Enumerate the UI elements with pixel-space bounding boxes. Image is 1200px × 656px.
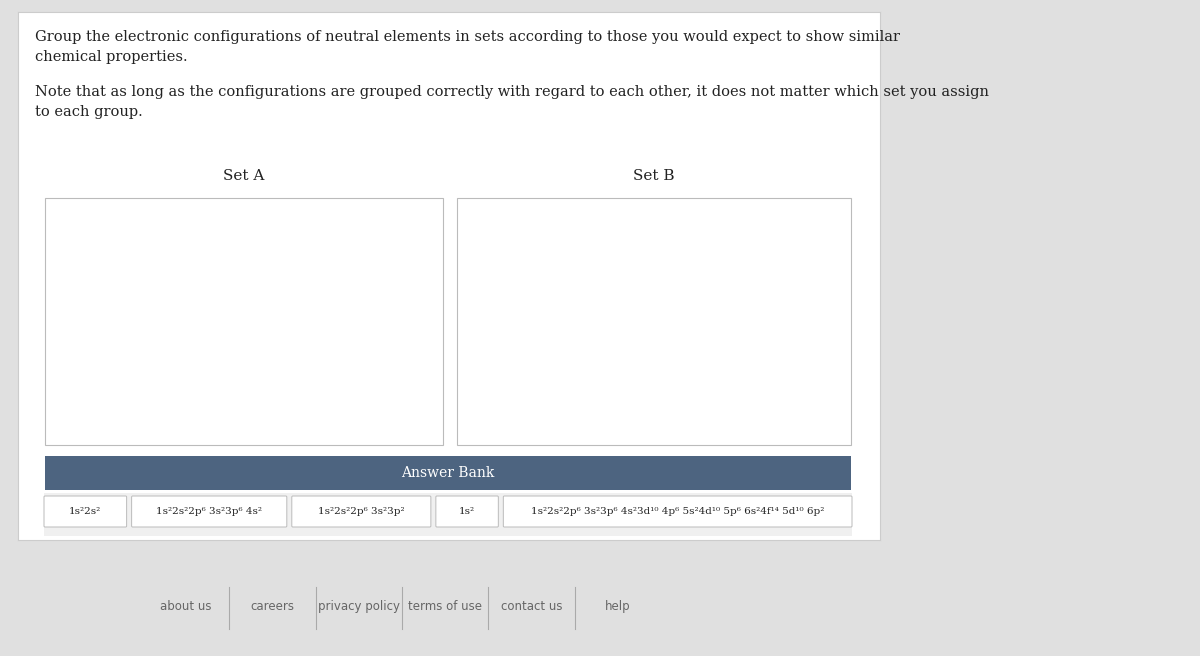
Text: 1s²2s²2p⁶ 3s²3p⁶ 4s²3d¹⁰ 4p⁶ 5s²4d¹⁰ 5p⁶ 6s²4f¹⁴ 5d¹⁰ 6p²: 1s²2s²2p⁶ 3s²3p⁶ 4s²3d¹⁰ 4p⁶ 5s²4d¹⁰ 5p⁶… xyxy=(530,507,824,516)
Bar xyxy=(457,198,851,445)
FancyBboxPatch shape xyxy=(132,496,287,527)
Text: careers: careers xyxy=(251,600,294,613)
Bar xyxy=(46,198,443,445)
Text: to each group.: to each group. xyxy=(35,105,143,119)
Text: Set B: Set B xyxy=(634,169,674,183)
FancyBboxPatch shape xyxy=(436,496,498,527)
Text: Group the electronic configurations of neutral elements in sets according to tho: Group the electronic configurations of n… xyxy=(35,30,900,44)
Text: help: help xyxy=(605,600,631,613)
Bar xyxy=(46,456,851,490)
Text: 1s²: 1s² xyxy=(460,507,475,516)
Text: contact us: contact us xyxy=(500,600,563,613)
Text: 1s²2s²2p⁶ 3s²3p²: 1s²2s²2p⁶ 3s²3p² xyxy=(318,507,404,516)
FancyBboxPatch shape xyxy=(292,496,431,527)
FancyBboxPatch shape xyxy=(503,496,852,527)
Text: terms of use: terms of use xyxy=(408,600,482,613)
Text: 1s²2s²: 1s²2s² xyxy=(70,507,102,516)
Text: Set A: Set A xyxy=(223,169,265,183)
Text: chemical properties.: chemical properties. xyxy=(35,50,187,64)
Text: Note that as long as the configurations are grouped correctly with regard to eac: Note that as long as the configurations … xyxy=(35,85,989,99)
Text: Answer Bank: Answer Bank xyxy=(401,466,494,480)
Text: 1s²2s²2p⁶ 3s²3p⁶ 4s²: 1s²2s²2p⁶ 3s²3p⁶ 4s² xyxy=(156,507,263,516)
Text: about us: about us xyxy=(161,600,211,613)
Bar xyxy=(44,493,852,536)
FancyBboxPatch shape xyxy=(44,496,127,527)
Text: privacy policy: privacy policy xyxy=(318,600,400,613)
